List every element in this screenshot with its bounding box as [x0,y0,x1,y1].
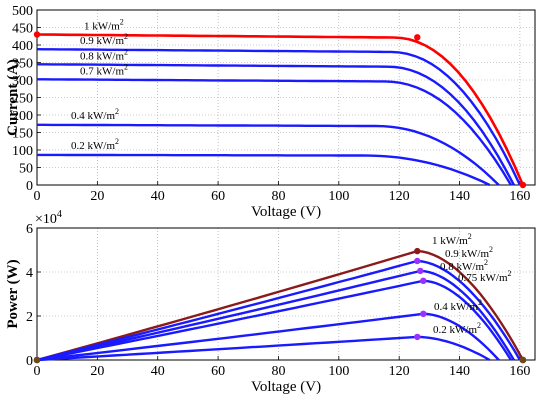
iv-curve-5 [37,153,491,187]
y-tick-label: 200 [12,109,33,124]
y-tick-label: 100 [12,144,33,159]
y-tick-label: 500 [12,4,33,19]
pv-curve-label-1: 0.9 kW/m2 [445,245,493,260]
x-tick-label: 80 [271,189,285,204]
x-tick-label: 100 [328,189,349,204]
x-tick-label: 20 [90,189,104,204]
iv-curve-4 [37,123,500,186]
pv-curve-label-0: 1 kW/m2 [432,232,472,247]
y-tick-label: 50 [19,162,33,177]
x-axis-label: Voltage (V) [251,379,321,395]
mpp-marker-5 [414,333,421,341]
pv-curve-label-3: 0.75 kW/m2 [458,269,512,284]
x-tick-label: 0 [34,189,41,204]
iv-curve-1 [36,48,521,186]
pv-curve-5 [36,335,491,362]
mpp-marker-0 [414,247,421,255]
iv-curve-2 [37,63,515,186]
x-tick-label: 160 [509,189,530,204]
mpp-marker-4 [420,310,427,317]
plot-area [36,227,536,361]
y-tick-label: 2 [26,310,33,325]
x-axis-label: Voltage (V) [251,204,321,220]
iv-curve-label-0: 1 kW/m2 [84,18,124,33]
pv-curve-0 [36,249,524,362]
x-tick-label: 140 [449,189,470,204]
iv-curve-label-5: 0.2 kW/m2 [71,137,119,152]
y-scale-label: ×104 [35,209,62,227]
y-tick-label: 250 [12,92,33,107]
pv-curve-label-2: 0.8 kW/m2 [440,258,488,273]
x-tick-label: 100 [328,364,349,379]
iv-curve-label-4: 0.4 kW/m2 [71,107,119,122]
x-tick-label: 40 [151,189,165,204]
x-tick-label: 120 [389,189,410,204]
origin-marker [33,356,41,364]
mpp-marker [414,34,421,41]
y-tick-label: 4 [26,266,33,281]
x-tick-label: 20 [90,364,104,379]
x-tick-label: 160 [509,364,530,379]
voc-marker-power [519,356,527,364]
x-tick-label: 60 [211,189,225,204]
x-tick-label: 60 [211,364,225,379]
pv-curve-2 [36,269,515,362]
iv-curve-0 [36,33,525,186]
pv-curve-1 [36,259,521,362]
y-tick-label: 450 [12,22,33,37]
y-tick-label: 150 [12,127,33,142]
x-tick-label: 120 [389,364,410,379]
y-axis-label: Current (A) [5,59,21,136]
iv-curve-3 [37,78,512,186]
pv-curve-3 [36,279,512,362]
x-tick-label: 0 [34,364,41,379]
iv-curve-label-3: 0.7 kW/m2 [80,62,128,77]
x-tick-label: 140 [449,364,470,379]
pv-curve-label-4: 0.4 kW/m2 [434,298,482,313]
iv-curve-label-2: 0.8 kW/m2 [80,47,128,62]
pv-curve-4 [36,312,500,362]
y-tick-label: 0 [26,179,33,194]
y-axis-label: Power (W) [5,259,21,328]
x-tick-label: 80 [271,364,285,379]
mpp-marker-2 [417,267,424,275]
y-tick-label: 300 [12,74,33,89]
voc-marker [519,181,527,189]
y-tick-label: 0 [26,354,33,369]
y-tick-label: 400 [12,39,33,54]
y-tick-label: 6 [26,222,33,237]
mpp-marker-1 [414,257,421,265]
pv-curve-label-5: 0.2 kW/m2 [433,321,481,336]
isc-marker [33,31,41,38]
iv-curve-label-1: 0.9 kW/m2 [80,32,128,47]
y-tick-label: 350 [12,57,33,72]
mpp-marker-3 [420,277,427,284]
x-tick-label: 40 [151,364,165,379]
